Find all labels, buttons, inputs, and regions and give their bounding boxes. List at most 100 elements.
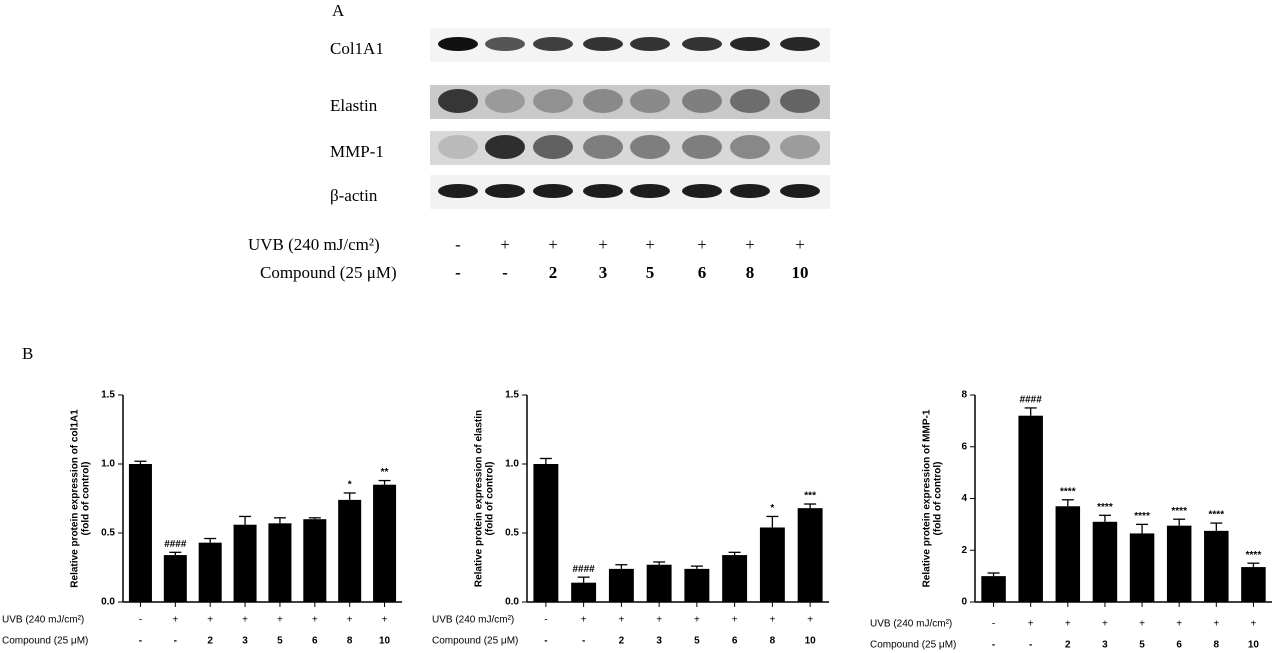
row-label: UVB (240 mJ/cm²) (2, 615, 84, 626)
bar (684, 568, 710, 602)
condition: + (581, 615, 587, 626)
condition: + (1251, 619, 1257, 630)
bar (797, 508, 823, 602)
condition: 2 (1065, 640, 1071, 651)
condition: + (769, 615, 775, 626)
row-label: UVB (240 mJ/cm²) (432, 615, 514, 626)
condition: - (174, 636, 177, 647)
condition: 6 (698, 263, 707, 282)
condition: 5 (694, 636, 700, 647)
bar (268, 523, 292, 602)
row-label: Compound (25 μM) (260, 263, 397, 282)
annotation: **** (1060, 486, 1076, 497)
bar (1092, 521, 1118, 602)
condition: + (1028, 619, 1034, 630)
annotation: * (348, 480, 352, 491)
y-tick-label: 1.0 (505, 459, 519, 470)
condition: 5 (646, 263, 655, 282)
blot-band (533, 184, 573, 198)
annotation: *** (804, 491, 816, 502)
blot-band (438, 89, 478, 113)
blot-band (583, 184, 623, 198)
condition: 6 (1176, 640, 1182, 651)
bar (163, 555, 187, 602)
condition: + (548, 235, 558, 254)
bar (1055, 506, 1081, 602)
condition: 5 (1139, 640, 1145, 651)
condition: 8 (1214, 640, 1220, 651)
blot-band (682, 37, 722, 51)
condition: 10 (792, 263, 809, 282)
blot-band (730, 37, 770, 51)
condition: - (502, 263, 508, 282)
y-tick-label: 1.0 (101, 459, 115, 470)
bar (1241, 567, 1266, 602)
bar (233, 524, 257, 602)
blot-band (780, 135, 820, 159)
condition: + (745, 235, 755, 254)
y-axis-label: Relative protein expression of col1A1 (70, 409, 81, 588)
blot-label: Elastin (330, 96, 378, 115)
y-tick-label: 0.0 (505, 597, 519, 608)
blot-band (533, 89, 573, 113)
condition: + (1213, 619, 1219, 630)
bar (198, 542, 222, 602)
condition: - (139, 615, 142, 626)
annotation: ** (381, 467, 389, 478)
bar (533, 464, 559, 602)
condition: 2 (549, 263, 558, 282)
condition: 2 (619, 636, 625, 647)
condition: + (598, 235, 608, 254)
y-tick-label: 8 (961, 390, 967, 401)
blot-band (730, 184, 770, 198)
blot-band (630, 184, 670, 198)
y-axis-label: Relative protein expression of elastin (474, 410, 485, 587)
condition: 8 (347, 636, 353, 647)
condition: + (694, 615, 700, 626)
bar (981, 576, 1006, 602)
condition: - (455, 263, 461, 282)
condition: + (1139, 619, 1145, 630)
annotation: #### (573, 564, 596, 575)
y-tick-label: 0 (961, 597, 967, 608)
condition: + (207, 615, 213, 626)
blot-band (730, 89, 770, 113)
condition: 3 (656, 636, 662, 647)
bar (608, 568, 634, 602)
condition: + (1065, 619, 1071, 630)
blot-band (438, 135, 478, 159)
condition: 10 (379, 636, 391, 647)
bar (303, 519, 327, 602)
annotation: **** (1209, 510, 1225, 521)
condition: + (312, 615, 318, 626)
condition: - (992, 640, 995, 651)
blot-label: MMP-1 (330, 142, 384, 161)
blot-band (780, 89, 820, 113)
blot-band (630, 135, 670, 159)
blot-band (583, 135, 623, 159)
blot-band (438, 37, 478, 51)
condition: 3 (599, 263, 608, 282)
condition: 8 (746, 263, 755, 282)
bar (128, 464, 152, 602)
condition: 8 (770, 636, 776, 647)
annotation: **** (1171, 506, 1187, 517)
y-tick-label: 0.5 (505, 528, 519, 539)
condition: 6 (732, 636, 738, 647)
annotation: **** (1246, 550, 1262, 561)
blot-label: Col1A1 (330, 39, 384, 58)
y-axis-label: (fold of control) (933, 462, 944, 536)
blot-band (682, 135, 722, 159)
condition: - (455, 235, 461, 254)
blot-band (583, 89, 623, 113)
y-tick-label: 2 (961, 545, 967, 556)
condition: + (242, 615, 248, 626)
bar (1166, 525, 1192, 602)
row-label: UVB (240 mJ/cm²) (870, 619, 952, 630)
condition: + (656, 615, 662, 626)
annotation: #### (1020, 395, 1043, 406)
bar (373, 484, 397, 602)
blot-band (583, 37, 623, 51)
